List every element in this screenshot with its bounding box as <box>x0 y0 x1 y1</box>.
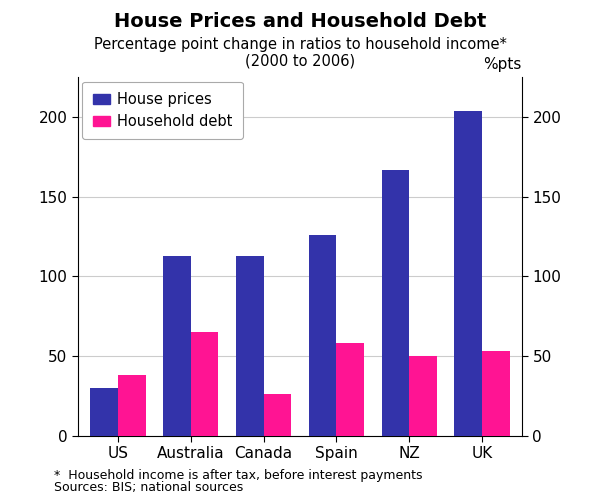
Text: (2000 to 2006): (2000 to 2006) <box>245 53 355 68</box>
Bar <box>163 255 191 436</box>
Text: Sources: BIS; national sources: Sources: BIS; national sources <box>54 481 243 494</box>
Bar <box>309 235 337 436</box>
Bar <box>191 332 218 436</box>
Text: *  Household income is after tax, before interest payments: * Household income is after tax, before … <box>54 469 422 482</box>
Bar <box>118 375 146 436</box>
Bar <box>236 255 263 436</box>
Bar <box>263 394 291 436</box>
Bar <box>337 343 364 436</box>
Bar <box>454 111 482 436</box>
Text: House Prices and Household Debt: House Prices and Household Debt <box>114 12 486 31</box>
Bar <box>409 356 437 436</box>
Text: Percentage point change in ratios to household income*: Percentage point change in ratios to hou… <box>94 37 506 52</box>
Legend: House prices, Household debt: House prices, Household debt <box>82 82 243 139</box>
Bar <box>91 388 118 436</box>
Bar <box>482 351 509 436</box>
Bar <box>382 170 409 436</box>
Text: %pts: %pts <box>484 57 522 72</box>
